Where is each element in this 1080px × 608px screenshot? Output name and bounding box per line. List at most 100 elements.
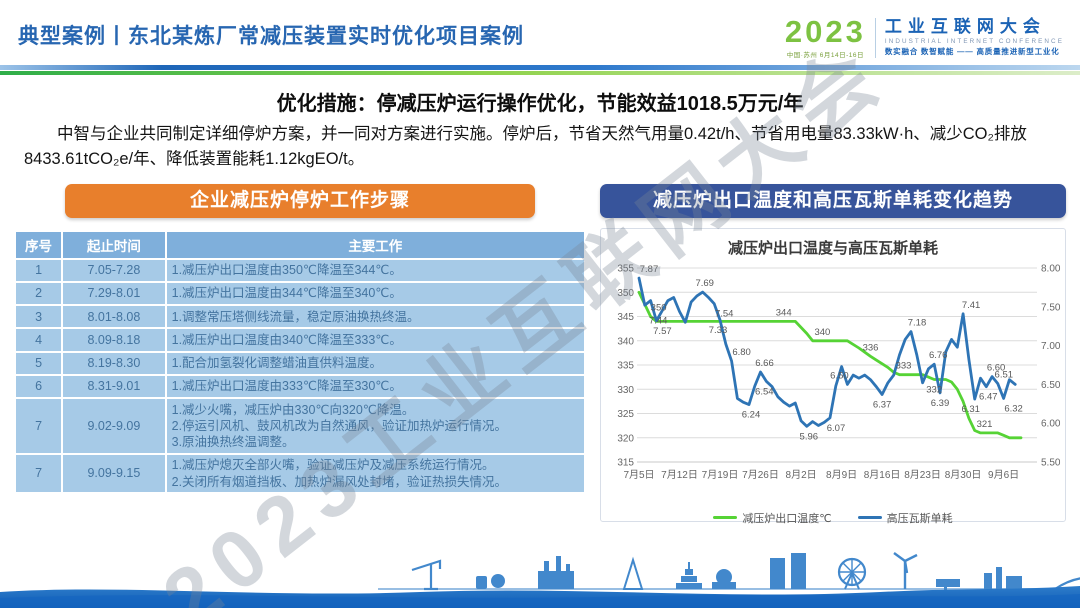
- svg-text:6.39: 6.39: [931, 397, 950, 408]
- row-number: 7: [16, 399, 62, 453]
- header: 典型案例丨东北某炼厂常减压装置实时优化项目案例 2023 中国·苏州 6月14日…: [0, 0, 1080, 61]
- row-number: 3: [16, 306, 62, 328]
- table-row: 5 8.19-8.30 1.配合加氢裂化调整蜡油直供料温度。: [16, 352, 584, 374]
- svg-text:320: 320: [617, 433, 634, 444]
- svg-text:330: 330: [617, 384, 634, 395]
- svg-text:7.44: 7.44: [649, 315, 668, 326]
- svg-text:6.50: 6.50: [830, 370, 849, 381]
- legend-line-icon: [713, 516, 738, 519]
- svg-text:6.50: 6.50: [1041, 379, 1061, 390]
- divider-green-line: [0, 71, 1080, 75]
- header-divider: [0, 65, 1080, 75]
- svg-text:6.54: 6.54: [755, 386, 774, 397]
- svg-text:5.50: 5.50: [1041, 457, 1061, 468]
- row-number: 2: [16, 282, 62, 304]
- svg-text:336: 336: [863, 342, 879, 353]
- table-row: 1 7.05-7.28 1.减压炉出口温度由350℃降温至344℃。: [16, 259, 584, 281]
- svg-text:333: 333: [896, 360, 912, 371]
- svg-text:7.00: 7.00: [1041, 341, 1061, 352]
- svg-text:321: 321: [977, 418, 993, 429]
- legend-label: 减压炉出口温度℃: [742, 512, 832, 525]
- svg-text:7月19日: 7月19日: [702, 469, 739, 481]
- svg-text:340: 340: [617, 336, 634, 347]
- row-number: 6: [16, 375, 62, 397]
- table-row: 7 9.02-9.09 1.减少火嘴，减压炉由330℃向320℃降温。 2.停运引风…: [16, 399, 584, 453]
- svg-text:6.51: 6.51: [995, 369, 1014, 380]
- row-work: 1.减少火嘴，减压炉由330℃向320℃降温。 2.停运引风机、鼓风机改为自然通…: [166, 399, 584, 453]
- table-row: 2 7.29-8.01 1.减压炉出口温度由344℃降温至340℃。: [16, 282, 584, 304]
- row-work: 1.减压炉出口温度由350℃降温至344℃。: [166, 259, 584, 281]
- svg-text:6.32: 6.32: [1004, 403, 1023, 414]
- row-work: 1.配合加氢裂化调整蜡油直供料温度。: [166, 352, 584, 374]
- svg-text:9月6日: 9月6日: [988, 469, 1019, 481]
- page-title: 典型案例丨东北某炼厂常减压装置实时优化项目案例: [18, 25, 524, 48]
- svg-text:6.80: 6.80: [732, 347, 751, 358]
- row-number: 7: [16, 454, 62, 493]
- svg-text:7.18: 7.18: [908, 317, 927, 328]
- svg-text:8.00: 8.00: [1041, 263, 1061, 274]
- svg-text:8月9日: 8月9日: [826, 469, 857, 481]
- svg-text:7.33: 7.33: [709, 325, 728, 336]
- steps-panel-heading: 企业减压炉停炉工作步骤: [65, 183, 535, 218]
- svg-text:6.37: 6.37: [873, 399, 892, 410]
- row-number: 4: [16, 329, 62, 351]
- logo-conference-name-en: INDUSTRIAL INTERNET CONFERENCE: [884, 38, 1064, 46]
- logo-venue-date: 中国·苏州 6月14日-16日: [786, 52, 864, 59]
- row-work: 1.减压炉出口温度由344℃降温至340℃。: [166, 282, 584, 304]
- logo-slogan: 数实融合 数智赋能 —— 高质量推进新型工业化: [884, 47, 1060, 57]
- svg-text:332: 332: [926, 384, 942, 395]
- row-work: 1.减压炉出口温度由340℃降温至333℃。: [166, 329, 584, 351]
- row-period: 7.05-7.28: [63, 259, 165, 281]
- svg-text:345: 345: [617, 312, 634, 323]
- svg-text:6.60: 6.60: [987, 362, 1006, 373]
- body-paragraph: 中智与企业共同制定详细停炉方案，并一同对方案进行实施。停炉后，节省天然气用量0.…: [24, 125, 1027, 168]
- svg-text:6.76: 6.76: [929, 350, 948, 361]
- table-row: 7 9.09-9.15 1.减压炉熄灭全部火嘴，验证减压炉及减压系统运行情况。 2.…: [16, 454, 584, 493]
- legend-line-icon: [857, 516, 882, 519]
- row-period: 9.09-9.15: [63, 454, 165, 493]
- cityscape-graphic: [0, 546, 1080, 608]
- table-header-row: 序号 起止时间 主要工作: [16, 231, 584, 258]
- row-work: 1.减压炉出口温度由333℃降温至330℃。: [166, 375, 584, 397]
- legend-item-gas: 高压瓦斯单耗: [857, 510, 953, 526]
- trend-panel-heading: 减压炉出口温度和高压瓦斯单耗变化趋势: [600, 183, 1066, 218]
- row-work: 1.减压炉熄灭全部火嘴，验证减压炉及减压系统运行情况。 2.关闭所有烟道挡板、加…: [166, 454, 584, 493]
- column-header-2: 主要工作: [166, 231, 584, 258]
- column-header-1: 起止时间: [63, 231, 165, 258]
- steps-table: 序号 起止时间 主要工作 1 7.05-7.28 1.减压炉出口温度由350℃降温至344…: [14, 229, 586, 495]
- table-row: 3 8.01-8.08 1.调整常压塔侧线流量，稳定原油换热终温。: [16, 306, 584, 328]
- table-row: 6 8.31-9.01 1.减压炉出口温度由333℃降温至330℃。: [16, 375, 584, 397]
- chart-title: 减压炉出口温度与高压瓦斯单耗: [727, 239, 938, 257]
- svg-text:8月16日: 8月16日: [864, 469, 901, 481]
- chart-plot: 355 350 345 340 335 330 325 320 315 8.00 7.50 7.00 6…: [617, 263, 1061, 481]
- row-work: 1.调整常压塔侧线流量，稳定原油换热终温。: [166, 306, 584, 328]
- svg-text:7.87: 7.87: [640, 264, 659, 275]
- row-period: 9.02-9.09: [63, 399, 165, 453]
- skyline-icons: [378, 552, 1080, 591]
- svg-text:7.54: 7.54: [715, 308, 734, 319]
- left-column: 企业减压炉停炉工作步骤 序号 起止时间 主要工作 1 7.05-7.28 1.减压炉出口温…: [14, 183, 586, 522]
- svg-text:8月2日: 8月2日: [786, 469, 817, 481]
- svg-text:7.50: 7.50: [1041, 302, 1061, 313]
- svg-text:335: 335: [617, 360, 634, 371]
- svg-text:7月5日: 7月5日: [623, 469, 654, 481]
- column-header-0: 序号: [16, 231, 62, 258]
- svg-text:7.69: 7.69: [695, 278, 714, 289]
- svg-text:5.96: 5.96: [800, 431, 819, 442]
- chart-legend: 减压炉出口温度℃ 高压瓦斯单耗: [605, 508, 1061, 528]
- legend-label: 高压瓦斯单耗: [886, 512, 953, 525]
- svg-text:350: 350: [617, 287, 634, 298]
- slide-subtitle: 优化措施：停减压炉运行操作优化，节能效益1018.5万元/年: [276, 93, 804, 115]
- logo-conference-name: 工业互联网大会: [884, 16, 1046, 36]
- logo-year-2023: 2023: [784, 14, 866, 49]
- svg-text:6.66: 6.66: [755, 358, 774, 369]
- svg-text:7.57: 7.57: [653, 325, 672, 336]
- svg-text:6.07: 6.07: [827, 422, 846, 433]
- svg-text:344: 344: [776, 307, 792, 318]
- table-row: 4 8.09-8.18 1.减压炉出口温度由340℃降温至333℃。: [16, 329, 584, 351]
- svg-text:315: 315: [617, 457, 634, 468]
- svg-text:340: 340: [814, 326, 830, 337]
- row-period: 8.09-8.18: [63, 329, 165, 351]
- svg-text:8月30日: 8月30日: [945, 469, 982, 481]
